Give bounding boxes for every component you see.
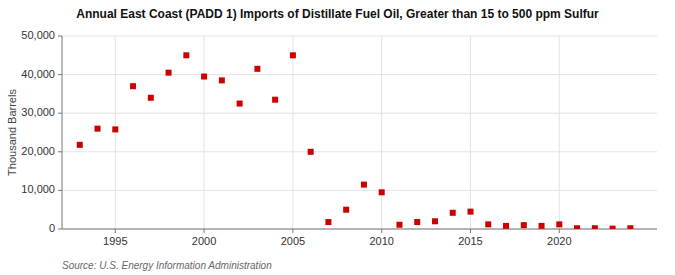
point (379, 189, 385, 195)
point (610, 226, 616, 229)
x-grid-line (115, 36, 116, 229)
point (183, 52, 189, 58)
point (592, 225, 598, 229)
y-grid-line (62, 36, 657, 37)
point (521, 222, 527, 228)
x-tick (381, 229, 382, 233)
x-axis-line (62, 229, 657, 230)
source-note: Source: U.S. Energy Information Administ… (62, 260, 272, 271)
x-grid-line (381, 36, 382, 229)
y-grid-line (62, 74, 657, 75)
x-tick-label: 2005 (281, 235, 305, 247)
point (254, 66, 260, 72)
x-tick-label: 2000 (192, 235, 216, 247)
point (432, 218, 438, 224)
x-tick-label: 1995 (103, 235, 127, 247)
title: Annual East Coast (PADD 1) Imports of Di… (76, 7, 599, 21)
point (219, 77, 225, 83)
y-tick (58, 74, 62, 75)
y-tick-label: 0 (49, 222, 55, 234)
x-tick (204, 229, 205, 233)
y-tick (58, 190, 62, 191)
point (148, 95, 154, 101)
x-tick-label: 2020 (547, 235, 571, 247)
point (539, 223, 545, 229)
point (414, 219, 420, 225)
x-grid-line (204, 36, 205, 229)
point (556, 221, 562, 227)
y-axis-line (62, 36, 63, 229)
point (166, 70, 172, 76)
point (95, 126, 101, 132)
x-grid-line (292, 36, 293, 229)
y-grid-line (62, 229, 657, 230)
y-tick (58, 36, 62, 37)
y-grid-line (62, 151, 657, 152)
x-tick (470, 229, 471, 233)
point (450, 210, 456, 216)
x-grid-line (559, 36, 560, 229)
x-tick-label: 2015 (458, 235, 482, 247)
point (325, 219, 331, 225)
point (361, 182, 367, 188)
x-tick-label: 2010 (369, 235, 393, 247)
point (77, 142, 83, 148)
point (201, 74, 207, 80)
point (112, 126, 118, 132)
x-grid-line (470, 36, 471, 229)
point (237, 101, 243, 107)
y-grid-line (62, 190, 657, 191)
y-tick (58, 113, 62, 114)
point (308, 149, 314, 155)
x-tick (115, 229, 116, 233)
x-tick (559, 229, 560, 233)
point (290, 52, 296, 58)
point (468, 209, 474, 215)
point (396, 222, 402, 228)
y-grid-line (62, 113, 657, 114)
y-tick-label: 10,000 (21, 183, 55, 195)
y-axis-label: Thousand Barrels (6, 89, 18, 176)
y-tick-label: 30,000 (21, 106, 55, 118)
chart: 0 10,000 20,000 30,000 40,000 50,000 1995 2000 2… (0, 0, 675, 275)
points (77, 52, 634, 229)
point (627, 225, 633, 229)
point (503, 223, 509, 229)
chart-container: 0 10,000 20,000 30,000 40,000 50,000 1995 2000 2… (0, 0, 675, 275)
y-tick (58, 229, 62, 230)
y-tick-label: 50,000 (21, 29, 55, 41)
point (343, 207, 349, 213)
y-tick-label: 20,000 (21, 145, 55, 157)
x-tick (292, 229, 293, 233)
point (574, 225, 580, 229)
point (272, 97, 278, 103)
y-tick-label: 40,000 (21, 68, 55, 80)
y-tick (58, 151, 62, 152)
grid (62, 36, 657, 229)
point (130, 83, 136, 89)
point (485, 221, 491, 227)
